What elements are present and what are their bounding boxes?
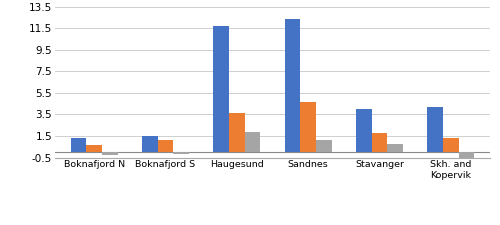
Bar [443,138,458,152]
Bar [388,144,403,152]
Bar [316,140,332,152]
Bar [229,113,244,152]
Bar [300,101,316,152]
Bar [458,152,474,158]
Bar [372,133,388,152]
Bar [142,136,158,152]
Bar [174,152,189,154]
Bar [427,107,443,152]
Bar [244,132,260,152]
Bar [158,140,174,152]
Bar [214,26,229,152]
Bar [356,109,372,152]
Bar [86,145,102,152]
Bar [70,138,86,152]
Bar [102,152,118,155]
Bar [284,19,300,152]
